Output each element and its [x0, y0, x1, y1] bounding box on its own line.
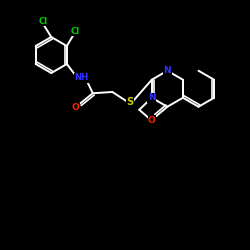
Text: O: O [72, 103, 79, 112]
Text: N: N [148, 93, 156, 102]
Text: S: S [126, 97, 133, 107]
Text: NH: NH [74, 73, 89, 82]
Text: Cl: Cl [70, 26, 80, 36]
Text: Cl: Cl [39, 17, 48, 26]
Text: O: O [148, 116, 156, 124]
Text: N: N [164, 66, 171, 75]
